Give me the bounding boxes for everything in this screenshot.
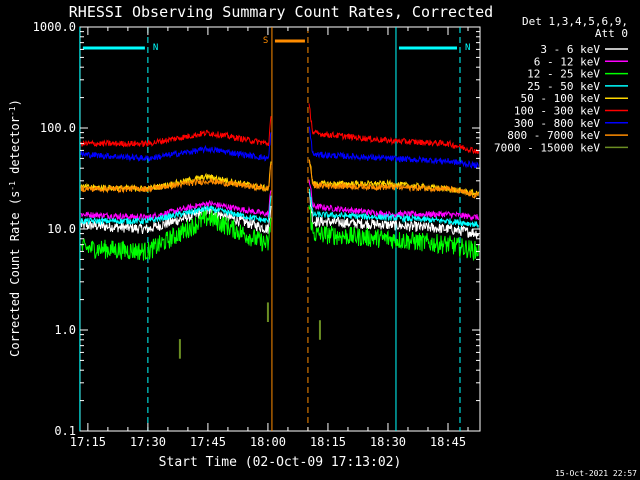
y-ticks: 0.1 1.0 10.0 100.0 1000.0 bbox=[33, 20, 480, 438]
y-tick-label: 1.0 bbox=[54, 323, 76, 337]
x-tick-label: 17:45 bbox=[190, 435, 226, 449]
series-line bbox=[80, 103, 479, 155]
y-axis-label-sup-2: -1 bbox=[8, 106, 17, 116]
legend-entry-label: 7000 - 15000 keV bbox=[494, 141, 600, 154]
y-tick-label: 1000.0 bbox=[33, 20, 76, 34]
legend-entry-label: 50 - 100 keV bbox=[521, 92, 601, 105]
x-tick-label: 18:00 bbox=[250, 435, 286, 449]
y-tick-label: 0.1 bbox=[54, 424, 76, 438]
legend-header: Det 1,3,4,5,6,9, bbox=[522, 15, 628, 28]
legend-entry-label: 800 - 7000 keV bbox=[507, 129, 600, 142]
y-tick-label: 10.0 bbox=[47, 222, 76, 236]
y-tick-label: 100.0 bbox=[40, 121, 76, 135]
annotation-label: N bbox=[465, 43, 470, 53]
x-tick-label: 18:45 bbox=[430, 435, 466, 449]
y-axis-label-mid: detector bbox=[8, 116, 22, 181]
chart-title: RHESSI Observing Summary Count Rates, Co… bbox=[69, 3, 493, 21]
legend-entry-label: 6 - 12 keV bbox=[534, 55, 601, 68]
annotation-label: S bbox=[263, 36, 268, 46]
legend-entry-label: 3 - 6 keV bbox=[540, 43, 600, 56]
legend-entry-label: 25 - 50 keV bbox=[527, 80, 600, 93]
series-lines bbox=[80, 103, 479, 359]
series-line bbox=[80, 205, 479, 262]
y-axis-label: Corrected Count Rate (s-1 detector-1) bbox=[8, 99, 23, 357]
series-line bbox=[80, 126, 479, 169]
y-axis-label-end: ) bbox=[8, 99, 22, 106]
footer-timestamp: 15-Oct-2021 22:57 bbox=[555, 469, 637, 478]
x-tick-label: 18:30 bbox=[370, 435, 406, 449]
legend-entry-label: 100 - 300 keV bbox=[514, 105, 600, 118]
x-tick-label: 17:15 bbox=[70, 435, 106, 449]
legend-header: Att 0 bbox=[595, 27, 628, 40]
series-line bbox=[80, 188, 479, 230]
x-tick-label: 17:30 bbox=[130, 435, 166, 449]
y-axis-label-sup-1: -1 bbox=[8, 181, 17, 191]
series-line bbox=[80, 159, 479, 199]
series-line bbox=[80, 192, 479, 239]
legend-entry-label: 300 - 800 keV bbox=[514, 117, 600, 130]
y-axis-label-main: Corrected Count Rate (s bbox=[8, 191, 22, 357]
annotation-label: N bbox=[153, 43, 158, 53]
x-axis-label: Start Time (02-Oct-09 17:13:02) bbox=[159, 455, 402, 470]
legend-entry-label: 12 - 25 keV bbox=[527, 68, 600, 81]
x-tick-label: 18:15 bbox=[310, 435, 346, 449]
x-ticks: 17:15 17:30 17:45 18:00 18:15 18:30 18:45 bbox=[70, 27, 469, 449]
